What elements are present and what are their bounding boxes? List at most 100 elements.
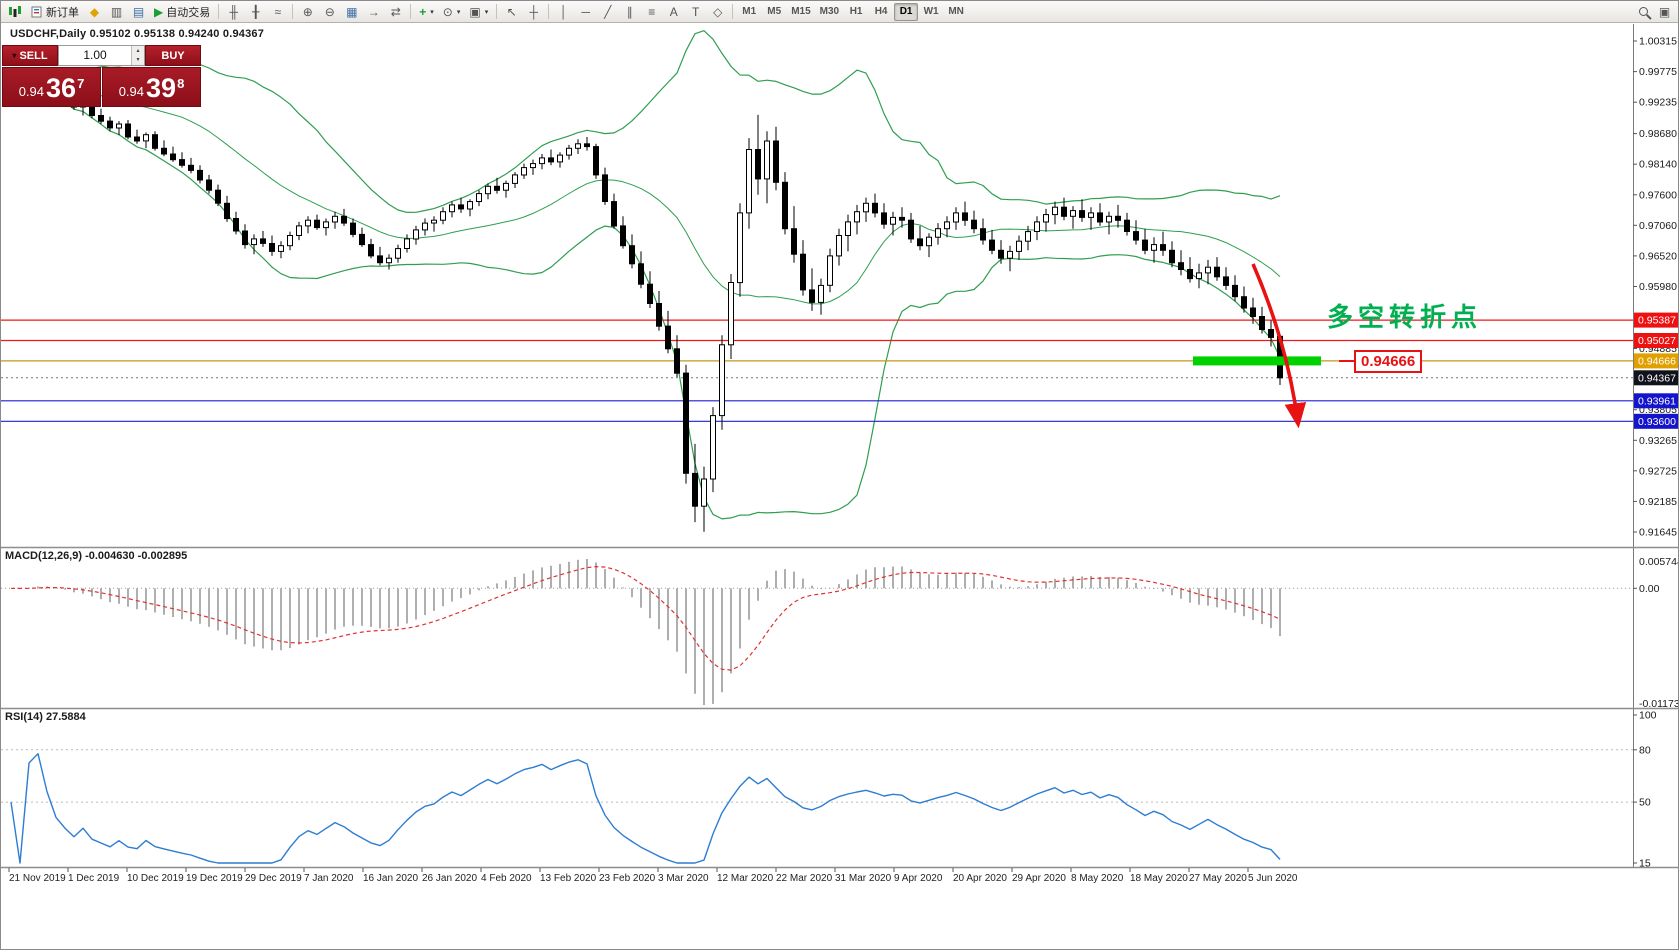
label-tool-icon: T	[692, 4, 700, 19]
new-order-label: 新订单	[46, 6, 79, 19]
cursor-button[interactable]: ↖	[501, 2, 522, 21]
svg-text:8 May 2020: 8 May 2020	[1071, 873, 1124, 884]
bar-chart-icon: ╫	[229, 4, 238, 19]
text-tool-icon: A	[669, 4, 678, 19]
crosshair-button[interactable]: ┼	[523, 2, 544, 21]
horizontal-line-button[interactable]: ─	[575, 2, 596, 21]
svg-text:0.93961: 0.93961	[1638, 395, 1676, 407]
app-icon	[4, 2, 26, 21]
svg-text:5 Jun 2020: 5 Jun 2020	[1248, 873, 1298, 884]
cursor-icon: ↖	[506, 4, 517, 19]
price-axis[interactable]: 1.00315 0.99775 0.99235 0.98680 0.98140 0.976…	[1633, 24, 1679, 867]
horizontal-line-icon: ─	[581, 4, 590, 19]
svg-text:1 Dec 2019: 1 Dec 2019	[68, 873, 120, 884]
line-chart-button[interactable]: ≈	[267, 2, 288, 21]
svg-text:29 Apr 2020: 29 Apr 2020	[1012, 873, 1066, 884]
new-order-button[interactable]: 新订单	[27, 2, 83, 21]
svg-text:26 Jan 2020: 26 Jan 2020	[422, 873, 477, 884]
svg-text:22 Mar 2020: 22 Mar 2020	[776, 873, 833, 884]
metaeditor-button[interactable]: ◆	[84, 2, 105, 21]
zoom-out-button[interactable]: ⊖	[319, 2, 340, 21]
auto-scroll-button[interactable]: →	[363, 2, 384, 21]
timeframe-button-mn[interactable]: MN	[944, 3, 968, 21]
sell-button[interactable]: ▾ SELL	[2, 45, 58, 66]
shapes-icon: ◇	[713, 4, 723, 19]
svg-text:0.95387: 0.95387	[1638, 315, 1676, 327]
channel-button[interactable]: ∥	[619, 2, 640, 21]
trend-arrow[interactable]	[1251, 263, 1307, 429]
one-click-trading-widget: ▾ SELL 1.00 ▴ ▾ BUY 0.94 36 7 0.94	[2, 45, 201, 107]
main-toolbar: 新订单 ◆ ▥ ▤ ▶ 自动交易 ╫ ╂ ≈ ⊕ ⊖ ▦ → ⇄ + ▾ ⊙ ▾ ▣…	[1, 1, 1678, 23]
annotation-text[interactable]: 多空转折点	[1327, 302, 1483, 332]
bar-chart-button[interactable]: ╫	[223, 2, 244, 21]
chart-shift-button[interactable]: ⇄	[385, 2, 406, 21]
chevron-down-icon: ▾	[430, 8, 434, 16]
label-tool-button[interactable]: T	[685, 2, 706, 21]
candle-chart-button[interactable]: ╂	[245, 2, 266, 21]
tile-windows-icon: ▦	[346, 4, 358, 19]
new-window-button[interactable]: ▣	[1654, 2, 1675, 21]
channel-icon: ∥	[626, 4, 633, 19]
svg-text:19 Dec 2019: 19 Dec 2019	[186, 873, 243, 884]
buy-price-base: 0.94	[118, 84, 145, 99]
market-watch-icon: ▤	[132, 4, 145, 19]
timeframe-group: M1 M5 M15 M30 H1 H4 D1 W1 MN	[737, 2, 968, 21]
price-callout[interactable]: 0.94666	[1354, 349, 1423, 373]
vertical-line-button[interactable]: │	[553, 2, 574, 21]
shapes-button[interactable]: ◇	[707, 2, 728, 21]
chart-shift-icon: ⇄	[390, 4, 401, 19]
highlight-bar[interactable]	[1193, 356, 1321, 366]
svg-text:0.96520: 0.96520	[1639, 250, 1677, 262]
svg-text:0.97060: 0.97060	[1639, 220, 1677, 232]
indicators-button[interactable]: + ▾	[415, 2, 438, 21]
templates-icon: ▣	[469, 4, 481, 19]
svg-text:0.92185: 0.92185	[1639, 496, 1677, 508]
sell-price-big: 36	[46, 73, 77, 103]
buy-button[interactable]: BUY	[145, 45, 201, 66]
timeframe-button-w1[interactable]: W1	[919, 3, 943, 21]
tile-windows-button[interactable]: ▦	[341, 2, 362, 21]
price-levels[interactable]	[1, 319, 1633, 422]
svg-text:23 Feb 2020: 23 Feb 2020	[599, 873, 656, 884]
volume-value: 1.00	[83, 48, 107, 62]
timeframe-button-h4[interactable]: H4	[869, 3, 893, 21]
toolbar-separator	[292, 4, 294, 19]
market-watch-button[interactable]: ▤	[128, 2, 149, 21]
text-tool-button[interactable]: A	[663, 2, 684, 21]
chevron-down-icon: ▾	[484, 8, 489, 16]
sell-price-base: 0.94	[18, 84, 45, 99]
fibonacci-button[interactable]: ≡	[641, 2, 662, 21]
volume-up-button[interactable]: ▴	[132, 46, 144, 56]
search-button[interactable]	[1633, 2, 1654, 21]
buy-price[interactable]: 0.94 39 8	[102, 67, 201, 107]
buy-price-big: 39	[146, 73, 177, 103]
periods-button[interactable]: ⊙ ▾	[439, 2, 465, 21]
sell-price[interactable]: 0.94 36 7	[2, 67, 101, 107]
volume-input[interactable]: 1.00 ▴ ▾	[58, 45, 145, 66]
timeframe-button-m5[interactable]: M5	[762, 3, 786, 21]
timeframe-button-h1[interactable]: H1	[844, 3, 868, 21]
rsi-header: RSI(14) 27.5884	[5, 711, 86, 723]
svg-text:0.93600: 0.93600	[1638, 416, 1676, 428]
zoom-in-button[interactable]: ⊕	[297, 2, 318, 21]
macd-panel: 0.005744 0.00 -0.011738	[1, 556, 1678, 710]
timeframe-button-m1[interactable]: M1	[737, 3, 761, 21]
zoom-in-icon: ⊕	[302, 4, 313, 19]
templates-button[interactable]: ▣ ▾	[465, 2, 492, 21]
timeframe-button-m30[interactable]: M30	[816, 3, 843, 21]
svg-text:10 Dec 2019: 10 Dec 2019	[127, 873, 184, 884]
auto-trading-button[interactable]: ▶ 自动交易	[150, 2, 214, 21]
trendline-button[interactable]: ╱	[597, 2, 618, 21]
svg-text:4 Feb 2020: 4 Feb 2020	[481, 873, 532, 884]
svg-text:9 Apr 2020: 9 Apr 2020	[894, 873, 943, 884]
zoom-out-icon: ⊖	[324, 4, 335, 19]
profiles-button[interactable]: ▥	[106, 2, 127, 21]
timeframe-button-m15[interactable]: M15	[787, 3, 814, 21]
sell-price-pip: 7	[77, 76, 85, 91]
volume-down-button[interactable]: ▾	[132, 55, 144, 65]
timeframe-button-d1[interactable]: D1	[894, 2, 919, 21]
date-axis[interactable]: 21 Nov 2019 1 Dec 2019 10 Dec 2019 19 Dec 2…	[8, 868, 1298, 884]
svg-text:29 Dec 2019: 29 Dec 2019	[245, 873, 302, 884]
